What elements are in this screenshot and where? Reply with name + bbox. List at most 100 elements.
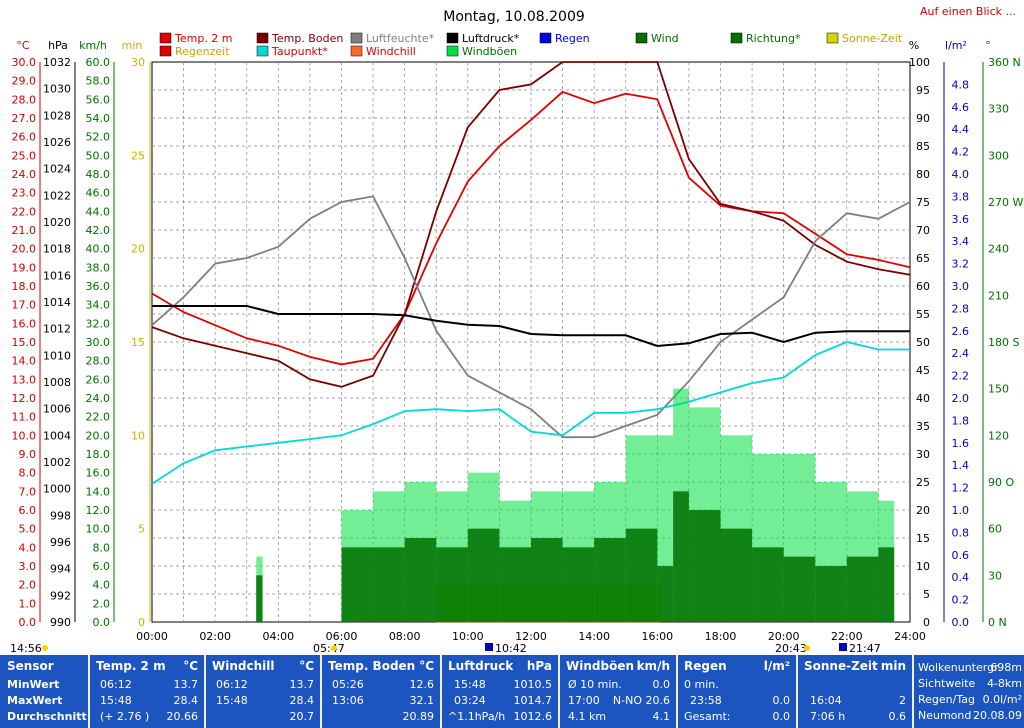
wind-axis-tick-label: 34.0	[86, 299, 111, 312]
windboeen-avg-label: Ø 10 min.	[568, 678, 622, 691]
tempboden-avg-value: 20.89	[402, 710, 435, 723]
humidity-axis-tick-label: 60	[916, 280, 930, 293]
pressure-axis-tick-label: 1020	[43, 216, 71, 229]
humidity-axis-tick-label: 20	[916, 504, 930, 517]
legend-label: Regenzeit	[175, 45, 230, 58]
moonrise-icon	[485, 643, 493, 651]
pressure-axis-tick-label: 996	[50, 536, 71, 549]
x-tick-label: 24:00	[894, 630, 926, 643]
windboeen-unit: km/h	[636, 659, 670, 673]
wind-bar	[436, 547, 468, 622]
wind-bar	[373, 547, 405, 622]
humidity-axis-tick-label: 75	[916, 196, 930, 209]
axis-unit: min	[122, 39, 143, 52]
wind-bar	[878, 547, 895, 622]
overview-link[interactable]: Auf einen Blick ...	[920, 5, 1016, 18]
pressure-axis-tick-label: 1030	[43, 83, 71, 96]
pressure-axis-tick-label: 1028	[43, 109, 71, 122]
rain-axis-tick-label: 0.6	[952, 549, 970, 562]
direction-axis-tick-label: 150	[988, 383, 1009, 396]
luftdruck-unit: hPa	[526, 659, 552, 673]
wind-axis-tick-label: 40.0	[86, 243, 111, 256]
temp2m-unit: °C	[183, 659, 198, 673]
wind-axis-tick-label: 38.0	[86, 261, 111, 274]
divider	[796, 655, 798, 728]
pressure-axis-tick-label: 1006	[43, 403, 71, 416]
wind-bar	[562, 547, 595, 622]
extra-column: Wolkenuntergr. 698m Sichtweite 4-8km Regen…	[916, 655, 1024, 728]
wind-axis-tick-label: 8.0	[93, 541, 111, 554]
sonne-max-value: 2	[899, 694, 906, 707]
wind-bar	[256, 575, 263, 622]
windchill-min-time: 06:12	[216, 678, 248, 691]
temp2m-column: Temp. 2 m °C 06:12 13.7 15:48 28.4 (+ 2.76…	[92, 655, 204, 728]
weather-chart: Montag, 10.08.2009 Auf einen Blick ... T…	[10, 5, 1023, 655]
regen-total-value: 0.0	[772, 710, 791, 723]
divider	[204, 655, 206, 728]
x-tick-label: 04:00	[262, 630, 294, 643]
humidity-axis-tick-label: 95	[916, 84, 930, 97]
sunset-icon	[804, 645, 810, 651]
wind-axis-tick-label: 10.0	[86, 523, 111, 536]
bottom-markers: 14:56 05:47 10:42 20:43 21:47	[10, 642, 881, 655]
wind-axis-tick-label: 58.0	[86, 75, 111, 88]
direction-axis-tick-label: 0 N	[988, 616, 1007, 629]
temp-axis-tick-label: 24.0	[12, 168, 37, 181]
sonne-avg-value: 0.6	[888, 710, 907, 723]
luftdruck-min-time: 15:48	[454, 678, 486, 691]
legend-swatch	[446, 45, 459, 57]
x-tick-label: 14:00	[578, 630, 610, 643]
humidity-axis-tick-label: 55	[916, 308, 930, 321]
windboeen-run: 4.1 km	[568, 710, 607, 723]
divider	[912, 655, 914, 728]
pressure-axis-tick-label: 1024	[43, 163, 71, 176]
wind-axis-tick-label: 2.0	[93, 597, 111, 610]
temp-axis-tick-label: 27.0	[12, 112, 37, 125]
temp-axis-tick-label: 29.0	[12, 75, 37, 88]
rain-axis-tick-label: 0.2	[952, 594, 970, 607]
sonne-unit: min	[880, 659, 906, 673]
wind-axis-tick-label: 26.0	[86, 373, 111, 386]
tempboden-min-value: 12.6	[409, 678, 435, 691]
direction-axis-tick-label: 60	[988, 523, 1002, 536]
legend-swatch	[350, 32, 363, 44]
humidity-axis-tick-label: 40	[916, 392, 930, 405]
legend-swatch	[730, 32, 743, 44]
rain-axis-tick-label: 0.8	[952, 526, 970, 539]
rain-day-value: 0.0l/m²	[982, 693, 1022, 706]
temp2m-avg-value: 20.66	[166, 710, 199, 723]
minutes-axis-tick-label: 15	[131, 336, 145, 349]
temp-axis-tick-label: 6.0	[19, 504, 37, 517]
wind-bar	[657, 566, 674, 622]
chart-title: Montag, 10.08.2009	[443, 9, 585, 25]
rain-axis-tick-label: 4.8	[952, 78, 970, 91]
wind-bar	[688, 510, 721, 622]
rain-axis-tick-label: 0.4	[952, 571, 970, 584]
pressure-axis-tick-label: 1018	[43, 243, 71, 256]
direction-axis-tick-label: 30	[988, 569, 1002, 582]
direction-axis-tick-label: 270 W	[988, 196, 1023, 209]
temp-axis-tick-label: 10.0	[12, 429, 37, 442]
wind-axis-tick-label: 12.0	[86, 504, 111, 517]
divider	[440, 655, 442, 728]
row-label-avg: Durchschnitt	[7, 710, 87, 723]
divider	[558, 655, 560, 728]
legend-label: Luftfeuchte*	[366, 32, 435, 45]
legend-swatch	[446, 32, 459, 44]
left-axes: 30.0 29.0 28.0 27.0 26.0 25.0 24.0 23.0 22.0 21.0…	[12, 56, 151, 629]
temp-axis-tick-label: 19.0	[12, 261, 37, 274]
luftdruck-max-value: 1014.7	[513, 694, 553, 707]
temp-axis-tick-label: 21.0	[12, 224, 37, 237]
humidity-axis-tick-label: 45	[916, 364, 930, 377]
pressure-axis-tick-label: 990	[50, 616, 71, 629]
windboeen-column: Windböen km/h Ø 10 min. 0.0 17:00 N-NO 20.…	[562, 655, 676, 728]
wind-axis-tick-label: 30.0	[86, 336, 111, 349]
wind-bar	[467, 528, 500, 622]
minutes-axis-tick-label: 30	[131, 56, 145, 69]
new-moon-value: 20.08.09	[973, 709, 1022, 722]
cloud-base-label: Wolkenuntergr.	[918, 661, 1002, 674]
x-tick-label: 16:00	[641, 630, 673, 643]
wind-bar	[815, 566, 847, 622]
rain-axis-tick-label: 1.0	[952, 504, 970, 517]
temp2m-min-time: 06:12	[100, 678, 132, 691]
